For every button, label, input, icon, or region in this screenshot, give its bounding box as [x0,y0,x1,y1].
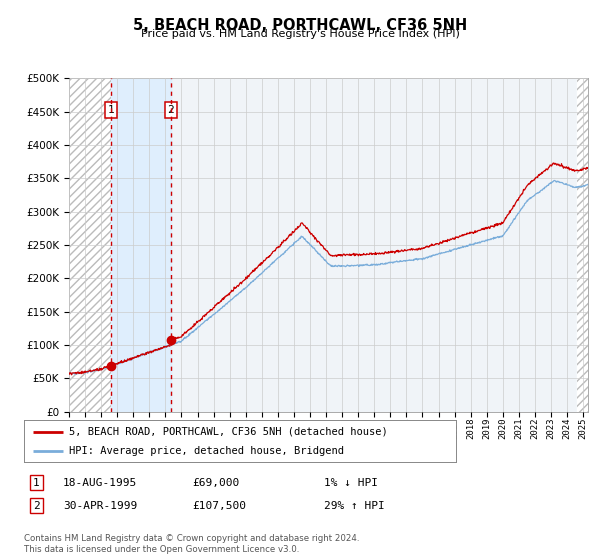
Text: 30-APR-1999: 30-APR-1999 [63,501,137,511]
Bar [69,78,111,412]
Text: 1: 1 [33,478,40,488]
Bar [577,78,588,412]
Text: Price paid vs. HM Land Registry's House Price Index (HPI): Price paid vs. HM Land Registry's House … [140,29,460,39]
Bar [577,78,588,412]
Bar [111,78,171,412]
Text: 1% ↓ HPI: 1% ↓ HPI [324,478,378,488]
Text: 18-AUG-1995: 18-AUG-1995 [63,478,137,488]
Text: 5, BEACH ROAD, PORTHCAWL, CF36 5NH (detached house): 5, BEACH ROAD, PORTHCAWL, CF36 5NH (deta… [70,427,388,437]
Text: HPI: Average price, detached house, Bridgend: HPI: Average price, detached house, Brid… [70,446,344,456]
Text: 29% ↑ HPI: 29% ↑ HPI [324,501,385,511]
Text: Contains HM Land Registry data © Crown copyright and database right 2024.
This d: Contains HM Land Registry data © Crown c… [24,534,359,554]
Text: 2: 2 [33,501,40,511]
Text: £69,000: £69,000 [192,478,239,488]
Text: 1: 1 [108,105,115,115]
Text: 5, BEACH ROAD, PORTHCAWL, CF36 5NH: 5, BEACH ROAD, PORTHCAWL, CF36 5NH [133,18,467,33]
Text: 2: 2 [167,105,174,115]
Bar [69,78,111,412]
Text: £107,500: £107,500 [192,501,246,511]
